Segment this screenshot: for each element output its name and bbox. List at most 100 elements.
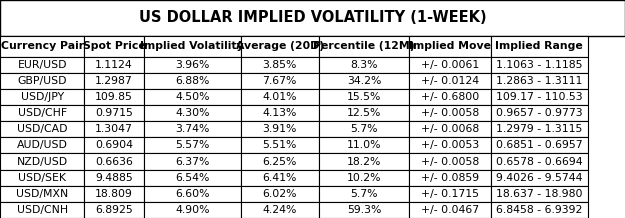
Text: USD/CHF: USD/CHF (18, 108, 67, 118)
Text: 18.809: 18.809 (95, 189, 133, 199)
Bar (0, 105, 84, 121)
Text: 4.50%: 4.50% (175, 92, 209, 102)
Text: 6.25%: 6.25% (262, 157, 297, 167)
Text: 18.2%: 18.2% (347, 157, 381, 167)
Bar (84, 186, 144, 202)
Bar (409, 202, 491, 218)
Text: 1.1124: 1.1124 (95, 60, 133, 70)
Text: +/- 0.0467: +/- 0.0467 (421, 205, 479, 215)
Bar (409, 186, 491, 202)
Text: USD/CAD: USD/CAD (17, 124, 68, 134)
Text: 109.17 - 110.53: 109.17 - 110.53 (496, 92, 582, 102)
Bar (144, 121, 241, 137)
Bar (0, 73, 84, 89)
Bar (491, 57, 588, 73)
Text: 9.4885: 9.4885 (95, 173, 133, 183)
Bar (84, 153, 144, 170)
Text: 6.60%: 6.60% (175, 189, 209, 199)
Text: 18.637 - 18.980: 18.637 - 18.980 (496, 189, 582, 199)
Text: +/- 0.0053: +/- 0.0053 (421, 140, 479, 150)
Bar (319, 186, 409, 202)
Bar (409, 73, 491, 89)
Bar (144, 105, 241, 121)
Bar (319, 121, 409, 137)
Text: 1.2863 - 1.3111: 1.2863 - 1.3111 (496, 76, 582, 86)
Bar (319, 137, 409, 153)
Text: +/- 0.0124: +/- 0.0124 (421, 76, 479, 86)
Text: 6.02%: 6.02% (262, 189, 297, 199)
Text: 59.3%: 59.3% (347, 205, 381, 215)
Bar (0, 89, 84, 105)
Text: 3.91%: 3.91% (262, 124, 297, 134)
Bar (144, 153, 241, 170)
Text: 0.6636: 0.6636 (95, 157, 133, 167)
Bar (144, 186, 241, 202)
Text: 3.85%: 3.85% (262, 60, 297, 70)
Text: USD/SEK: USD/SEK (18, 173, 66, 183)
Bar (241, 202, 319, 218)
Bar (241, 36, 319, 57)
Bar (144, 137, 241, 153)
Bar (84, 137, 144, 153)
Text: USD/JPY: USD/JPY (21, 92, 64, 102)
Bar (409, 153, 491, 170)
Text: 5.57%: 5.57% (175, 140, 209, 150)
Bar (319, 153, 409, 170)
Text: 0.9715: 0.9715 (95, 108, 133, 118)
Bar (409, 57, 491, 73)
Bar (0, 137, 84, 153)
Text: Currency Pair: Currency Pair (1, 41, 84, 51)
Text: 4.13%: 4.13% (262, 108, 297, 118)
Bar (491, 153, 588, 170)
Text: 0.6851 - 0.6957: 0.6851 - 0.6957 (496, 140, 582, 150)
Bar (0, 57, 84, 73)
Text: 0.6904: 0.6904 (95, 140, 133, 150)
Bar (319, 89, 409, 105)
Bar (241, 73, 319, 89)
Bar (319, 57, 409, 73)
Text: 4.90%: 4.90% (175, 205, 209, 215)
Text: 5.51%: 5.51% (262, 140, 297, 150)
Bar (241, 121, 319, 137)
Bar (144, 36, 241, 57)
Bar (241, 153, 319, 170)
Bar (491, 73, 588, 89)
Bar (491, 89, 588, 105)
Bar (409, 105, 491, 121)
Bar (0, 0, 625, 36)
Bar (84, 36, 144, 57)
Text: +/- 0.6800: +/- 0.6800 (421, 92, 479, 102)
Bar (241, 57, 319, 73)
Bar (491, 170, 588, 186)
Text: 34.2%: 34.2% (347, 76, 381, 86)
Bar (0, 202, 84, 218)
Bar (409, 170, 491, 186)
Text: 6.88%: 6.88% (175, 76, 209, 86)
Bar (319, 73, 409, 89)
Bar (241, 170, 319, 186)
Bar (319, 202, 409, 218)
Bar (319, 170, 409, 186)
Bar (84, 57, 144, 73)
Bar (0, 153, 84, 170)
Text: Average (20D): Average (20D) (236, 41, 324, 51)
Bar (144, 57, 241, 73)
Bar (241, 89, 319, 105)
Bar (144, 89, 241, 105)
Text: 4.24%: 4.24% (262, 205, 297, 215)
Text: 6.41%: 6.41% (262, 173, 297, 183)
Text: 4.01%: 4.01% (262, 92, 297, 102)
Bar (409, 89, 491, 105)
Text: US DOLLAR IMPLIED VOLATILITY (1-WEEK): US DOLLAR IMPLIED VOLATILITY (1-WEEK) (139, 10, 486, 26)
Bar (0, 186, 84, 202)
Text: 15.5%: 15.5% (347, 92, 381, 102)
Text: 1.3047: 1.3047 (95, 124, 133, 134)
Bar (0, 170, 84, 186)
Text: AUD/USD: AUD/USD (17, 140, 68, 150)
Bar (0, 121, 84, 137)
Text: 8.3%: 8.3% (350, 60, 378, 70)
Text: 10.2%: 10.2% (347, 173, 381, 183)
Text: 1.2979 - 1.3115: 1.2979 - 1.3115 (496, 124, 582, 134)
Text: Spot Price: Spot Price (82, 41, 146, 51)
Bar (144, 202, 241, 218)
